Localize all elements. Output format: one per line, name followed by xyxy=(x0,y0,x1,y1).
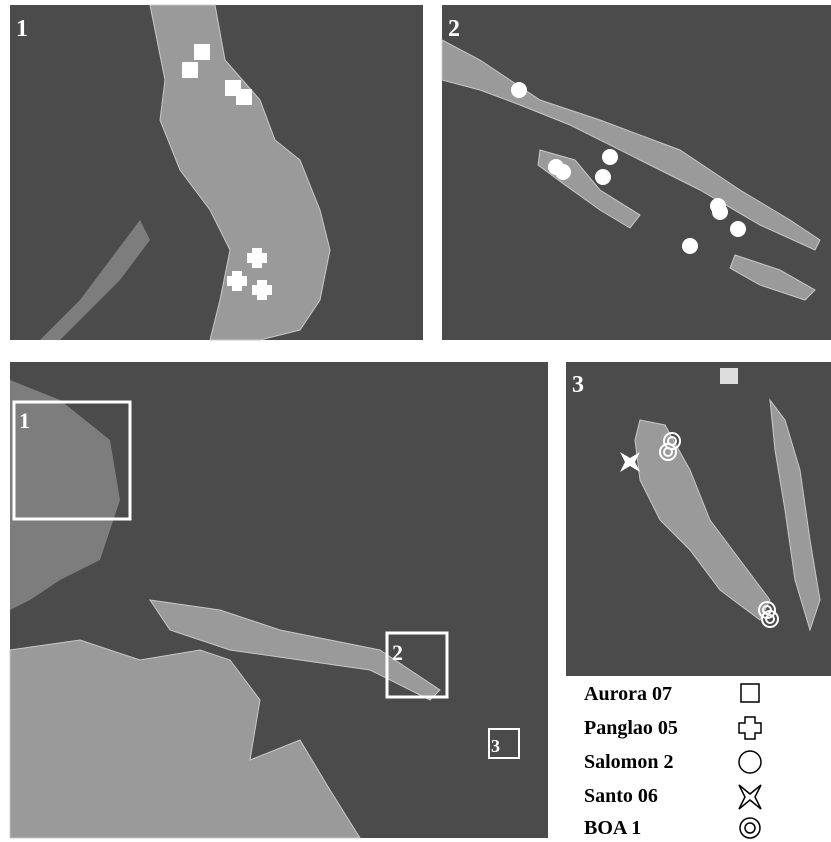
square-marker xyxy=(194,44,210,60)
circle-marker xyxy=(682,238,698,254)
inset-box-label: 3 xyxy=(491,736,500,756)
panel-3: 3 xyxy=(566,362,831,676)
legend-label: Salomon 2 xyxy=(584,751,673,773)
legend-label: BOA 1 xyxy=(584,817,641,839)
legend-symbol xyxy=(740,818,760,838)
legend-symbol xyxy=(741,684,759,702)
panel-label: 3 xyxy=(572,372,584,398)
circle-marker xyxy=(712,204,728,220)
panel-background xyxy=(442,5,831,340)
square-marker xyxy=(182,62,198,78)
panel-label: 1 xyxy=(16,16,28,42)
circle-marker xyxy=(602,149,618,165)
legend-symbol xyxy=(739,785,761,809)
circle-marker xyxy=(511,82,527,98)
legend-symbol xyxy=(739,717,761,739)
island xyxy=(720,368,738,384)
legend-label: Aurora 07 xyxy=(584,683,672,705)
inset-box-label: 1 xyxy=(19,408,30,433)
legend-symbol xyxy=(739,751,761,773)
figure: 1 2 xyxy=(0,0,831,842)
overview-map: 1 2 3 xyxy=(10,362,548,838)
panel-2: 2 xyxy=(442,5,831,340)
legend-label: Santo 06 xyxy=(584,785,658,807)
inset-box-label: 2 xyxy=(392,640,403,665)
panel-label: 2 xyxy=(448,16,460,42)
square-marker xyxy=(236,89,252,105)
circle-marker xyxy=(730,221,746,237)
circle-marker xyxy=(595,169,611,185)
circle-marker xyxy=(555,164,571,180)
panel-1: 1 xyxy=(10,5,423,340)
legend-label: Panglao 05 xyxy=(584,717,678,739)
legend: Aurora 07 Panglao 05 Salomon 2 Santo 06 … xyxy=(584,683,761,839)
